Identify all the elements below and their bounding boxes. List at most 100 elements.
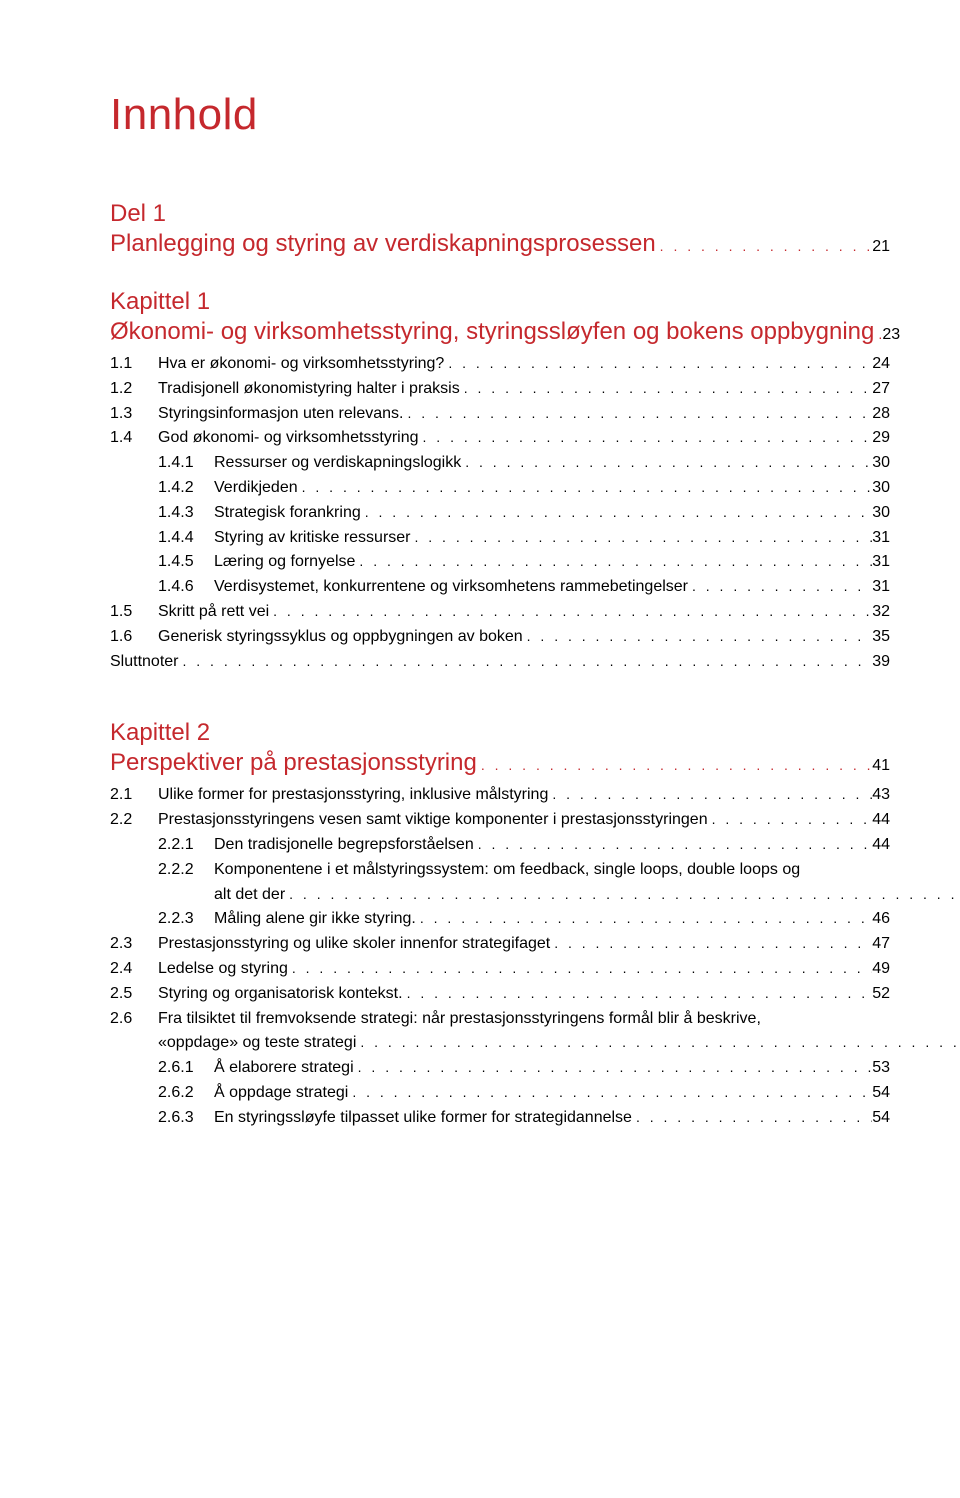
- toc-row: 1.4.3Strategisk forankring. . . . . . . …: [110, 501, 890, 526]
- toc-number: 1.4.5: [158, 550, 214, 575]
- toc-page: 43: [872, 783, 890, 808]
- toc-number: 2.6.1: [158, 1056, 214, 1081]
- leader-dots: . . . . . . . . . . . . . . . . . . . . …: [461, 452, 872, 474]
- toc-text-wrap: Fra tilsiktet til fremvoksende strategi:…: [158, 1007, 960, 1057]
- toc-page: 28: [872, 402, 890, 427]
- toc-page: 30: [872, 476, 890, 501]
- toc-row: 2.6.2Å oppdage strategi. . . . . . . . .…: [110, 1081, 890, 1106]
- chapter-2-entries: 2.1Ulike former for prestasjonsstyring, …: [110, 783, 890, 1130]
- toc-text: Styring og organisatorisk kontekst.: [158, 982, 403, 1007]
- toc-page: 30: [872, 501, 890, 526]
- toc-row: 2.2Prestasjonsstyringens vesen samt vikt…: [110, 808, 890, 833]
- toc-number: 1.4.6: [158, 575, 214, 600]
- toc-text: Generisk styringssyklus og oppbygningen …: [158, 625, 523, 650]
- toc-text: Den tradisjonelle begrepsforståelsen: [214, 833, 474, 858]
- toc-row: 2.6.1Å elaborere strategi. . . . . . . .…: [110, 1056, 890, 1081]
- leader-dots: . . . . . . . . . . . . . . . . . . . . …: [348, 1082, 872, 1104]
- toc-text: Prestasjonsstyringens vesen samt viktige…: [158, 808, 708, 833]
- toc-row: 1.4.1Ressurser og verdiskapningslogikk. …: [110, 451, 890, 476]
- toc-number: 2.5: [110, 982, 158, 1007]
- toc-row: 2.2.2Komponentene i et målstyringssystem…: [110, 858, 890, 908]
- toc-text: Fra tilsiktet til fremvoksende strategi:…: [158, 1007, 960, 1032]
- toc-row: 1.4.6Verdisystemet, konkurrentene og vir…: [110, 575, 890, 600]
- part-title-row: Planlegging og styring av verdiskapnings…: [110, 230, 890, 258]
- toc-text: Verdisystemet, konkurrentene og virksomh…: [214, 575, 688, 600]
- toc-text: Ressurser og verdiskapningslogikk: [214, 451, 461, 476]
- toc-number: 1.1: [110, 352, 158, 377]
- toc-number: 2.1: [110, 783, 158, 808]
- toc-page: 31: [872, 575, 890, 600]
- toc-number: 2.2.3: [158, 907, 214, 932]
- chapter-1-heading: Kapittel 1: [110, 288, 890, 316]
- page-title: Innhold: [110, 90, 890, 140]
- toc-page: 44: [872, 808, 890, 833]
- part-heading: Del 1: [110, 200, 890, 228]
- toc-page: 32: [872, 600, 890, 625]
- toc-row: 1.5Skritt på rett vei. . . . . . . . . .…: [110, 600, 890, 625]
- leader-dots: . . . . . . . . . . . . . . . . . . . . …: [354, 1057, 873, 1079]
- toc-page: 49: [872, 957, 890, 982]
- toc-number: 2.2: [110, 808, 158, 833]
- leader-dots: . . . . . . . . . . . . . . . . . . . . …: [477, 757, 872, 773]
- toc-text: Skritt på rett vei: [158, 600, 269, 625]
- toc-page: 24: [872, 352, 890, 377]
- leader-dots: . . . . . . . . . . . . . . . . . . . . …: [356, 1032, 960, 1054]
- leader-dots: . . . . . . . . . . . . . . . . . . . . …: [474, 834, 872, 856]
- chapter-1-title: Økonomi- og virksomhetsstyring, styrings…: [110, 318, 874, 346]
- toc-number: 1.4: [110, 426, 158, 451]
- toc-text: Strategisk forankring: [214, 501, 361, 526]
- toc-text: Tradisjonell økonomistyring halter i pra…: [158, 377, 460, 402]
- toc-text: God økonomi- og virksomhetsstyring: [158, 426, 419, 451]
- toc-text: En styringssløyfe tilpasset ulike former…: [214, 1106, 632, 1131]
- toc-text: Å elaborere strategi: [214, 1056, 354, 1081]
- toc-page: 31: [872, 550, 890, 575]
- toc-number: 2.6: [110, 1007, 158, 1032]
- leader-dots: . . . . . . . . . . . . . . . . . . . . …: [550, 933, 872, 955]
- leader-dots: . . . . . . . . . . . . . . . . . . . . …: [403, 983, 873, 1005]
- toc-text: Ledelse og styring: [158, 957, 288, 982]
- leader-dots: . . . . . . . . . . . . . . . . . . . . …: [285, 884, 960, 906]
- toc-text: «oppdage» og teste strategi: [158, 1031, 356, 1056]
- toc-row: 1.4God økonomi- og virksomhetsstyring. .…: [110, 426, 890, 451]
- toc-row: 1.1Hva er økonomi- og virksomhetsstyring…: [110, 352, 890, 377]
- toc-text: Læring og fornyelse: [214, 550, 355, 575]
- toc-text: Prestasjonsstyring og ulike skoler innen…: [158, 932, 550, 957]
- toc-page: 46: [872, 907, 890, 932]
- toc-page: Innhold Del 1 Planlegging og styring av …: [0, 0, 960, 1236]
- leader-dots: . . . . . . . . . . . . . . . . . . . . …: [874, 326, 882, 342]
- toc-page: 54: [872, 1106, 890, 1131]
- toc-page: 39: [872, 650, 890, 675]
- toc-row: 2.6Fra tilsiktet til fremvoksende strate…: [110, 1007, 890, 1057]
- toc-text: Sluttnoter: [110, 650, 178, 675]
- toc-row: 1.4.2Verdikjeden. . . . . . . . . . . . …: [110, 476, 890, 501]
- toc-text: Styring av kritiske ressurser: [214, 526, 411, 551]
- chapter-2-title-row: Perspektiver på prestasjonsstyring . . .…: [110, 749, 890, 777]
- toc-row: 1.3Styringsinformasjon uten relevans.. .…: [110, 402, 890, 427]
- toc-page: 44: [872, 833, 890, 858]
- toc-page: 54: [872, 1081, 890, 1106]
- toc-text: Ulike former for prestasjonsstyring, ink…: [158, 783, 548, 808]
- toc-text-wrap: Komponentene i et målstyringssystem: om …: [214, 858, 960, 908]
- leader-dots: . . . . . . . . . . . . . . . . . . . . …: [656, 238, 873, 254]
- toc-number: 2.3: [110, 932, 158, 957]
- leader-dots: . . . . . . . . . . . . . . . . . . . . …: [178, 651, 872, 673]
- leader-dots: . . . . . . . . . . . . . . . . . . . . …: [419, 427, 873, 449]
- leader-dots: . . . . . . . . . . . . . . . . . . . . …: [444, 353, 872, 375]
- toc-number: 1.6: [110, 625, 158, 650]
- toc-text: Komponentene i et målstyringssystem: om …: [214, 858, 960, 883]
- toc-number: 2.2.2: [158, 858, 214, 883]
- chapter-1-title-row: Økonomi- og virksomhetsstyring, styrings…: [110, 318, 890, 346]
- toc-number: 1.2: [110, 377, 158, 402]
- toc-text: Hva er økonomi- og virksomhetsstyring?: [158, 352, 444, 377]
- toc-row: 2.4Ledelse og styring. . . . . . . . . .…: [110, 957, 890, 982]
- leader-dots: . . . . . . . . . . . . . . . . . . . . …: [288, 958, 872, 980]
- toc-page: 47: [872, 932, 890, 957]
- toc-page: 27: [872, 377, 890, 402]
- leader-dots: . . . . . . . . . . . . . . . . . . . . …: [403, 403, 872, 425]
- toc-row: 2.2.3Måling alene gir ikke styring.. . .…: [110, 907, 890, 932]
- toc-page: 53: [872, 1056, 890, 1081]
- leader-dots: . . . . . . . . . . . . . . . . . . . . …: [411, 527, 873, 549]
- toc-row: 1.4.4Styring av kritiske ressurser. . . …: [110, 526, 890, 551]
- leader-dots: . . . . . . . . . . . . . . . . . . . . …: [298, 477, 873, 499]
- toc-text: Å oppdage strategi: [214, 1081, 348, 1106]
